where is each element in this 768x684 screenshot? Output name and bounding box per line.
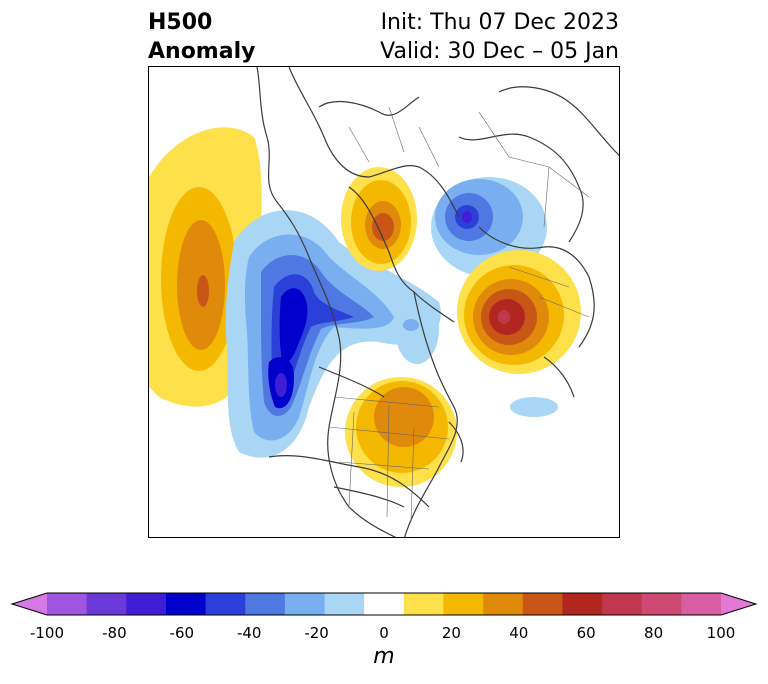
- colorbar-extend-max: [721, 593, 756, 615]
- colorbar: [10, 592, 758, 616]
- anomaly-map-svg: [149, 67, 619, 537]
- colorbar-segment: [602, 593, 643, 615]
- coastlines: [256, 67, 619, 537]
- colorbar-tick-label: -40: [236, 624, 262, 642]
- title-line-2: Anomaly: [148, 39, 256, 64]
- central-canada-ridge: [341, 167, 417, 271]
- colorbar-tick-label: -20: [304, 624, 329, 642]
- colorbar-units: m: [373, 644, 395, 669]
- colorbar-extend-min: [12, 593, 47, 615]
- western-trough: [225, 210, 441, 458]
- colorbar-segment: [483, 593, 524, 615]
- colorbar-tick-label: 80: [644, 624, 664, 642]
- colorbar-segment: [126, 593, 167, 615]
- valid-period: Valid: 30 Dec – 05 Jan: [380, 39, 619, 64]
- colorbar-segment: [403, 593, 444, 615]
- colorbar-tick-label: -100: [29, 624, 65, 642]
- map-title: H500 Anomaly: [148, 8, 255, 66]
- colorbar-segment: [165, 593, 207, 615]
- colorbar-segment: [86, 593, 127, 615]
- anomaly-map: [148, 66, 620, 538]
- eastern-ridge: [345, 377, 457, 487]
- colorbar-segment: [284, 593, 326, 615]
- colorbar-tick-label: -80: [102, 624, 127, 642]
- colorbar-outline: [10, 592, 758, 616]
- colorbar-segment: [245, 593, 286, 615]
- pacific-ridge: [149, 127, 262, 407]
- colorbar-segment: [522, 593, 563, 615]
- map-subtitle: Init: Thu 07 Dec 2023 Valid: 30 Dec – 05…: [380, 8, 619, 66]
- colorbar-segment: [681, 593, 722, 615]
- colorbar-segment: [205, 593, 246, 615]
- political-borders: [328, 106, 590, 523]
- title-line-1: H500: [148, 10, 213, 35]
- colorbar-segment: [562, 593, 603, 615]
- colorbar-segment: [641, 593, 682, 615]
- colorbar-segment: [47, 593, 88, 615]
- init-time: Init: Thu 07 Dec 2023: [380, 10, 619, 35]
- europe-ridge: [457, 250, 581, 374]
- colorbar-tick-label: 40: [509, 624, 529, 642]
- colorbar-tick-label: 60: [576, 624, 596, 642]
- colorbar-segments: [12, 593, 756, 615]
- arctic-trough: [431, 177, 547, 277]
- colorbar-segment: [324, 593, 365, 615]
- colorbar-tick-label: 20: [441, 624, 461, 642]
- colorbar-tick-label: 100: [706, 624, 736, 642]
- colorbar-tick-label: -60: [169, 624, 195, 642]
- colorbar-segment: [364, 593, 405, 615]
- colorbar-segment: [443, 593, 484, 615]
- colorbar-tick-label: 0: [379, 624, 389, 642]
